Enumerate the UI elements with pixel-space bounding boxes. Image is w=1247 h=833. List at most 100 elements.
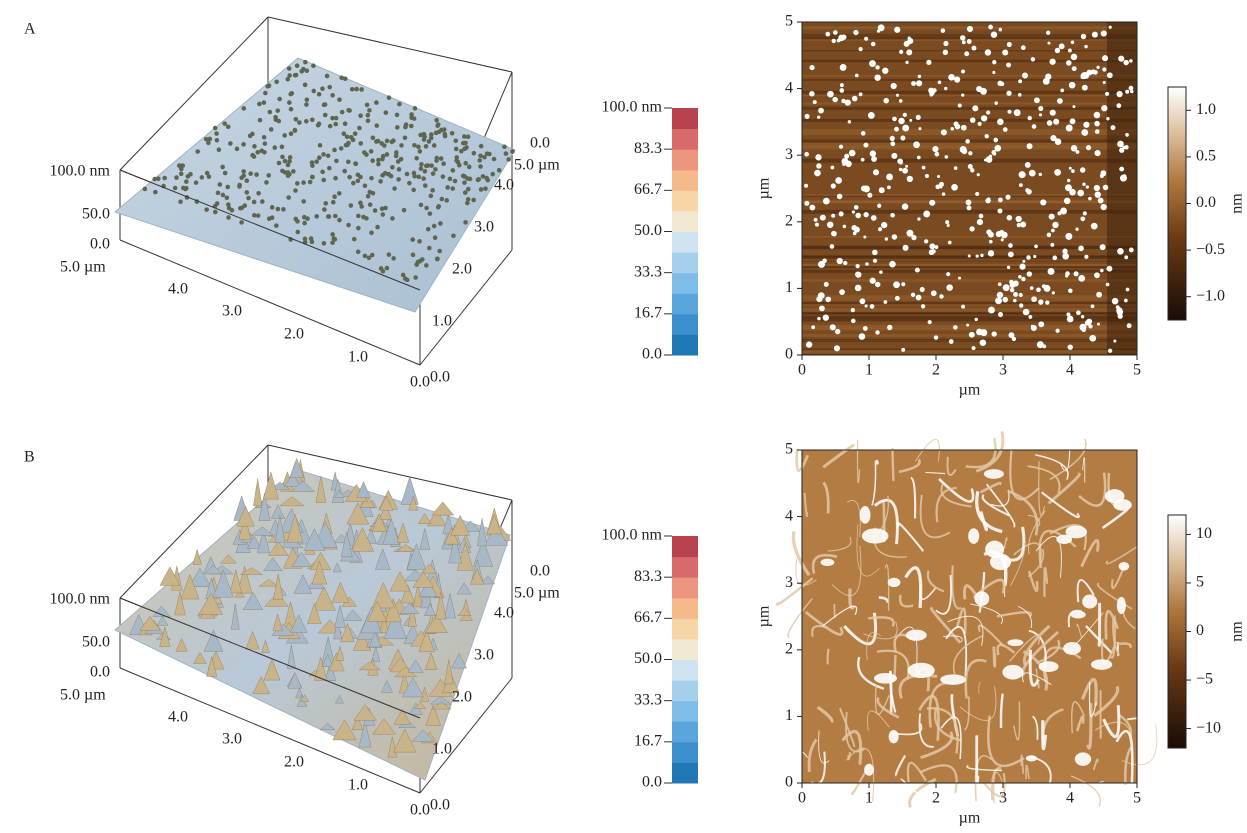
fiber (822, 481, 830, 514)
particle (322, 112, 328, 118)
particle (380, 212, 386, 217)
colorbar-tick-label: −5 (1196, 671, 1213, 688)
particle (804, 200, 810, 206)
particle (890, 212, 895, 218)
particle (809, 91, 815, 97)
fiber (876, 696, 900, 719)
particle (984, 134, 989, 139)
particle (502, 144, 507, 150)
fiber (863, 621, 898, 640)
particle (829, 244, 835, 249)
particle (483, 186, 488, 191)
scale-label: 83.3 (634, 140, 662, 157)
fiber (975, 431, 1005, 473)
particle (441, 161, 446, 167)
blob (1113, 499, 1132, 511)
particle (1082, 182, 1086, 186)
particle (1085, 185, 1089, 189)
blob (907, 662, 935, 679)
particle (909, 118, 913, 122)
particle (292, 72, 298, 78)
colorbar-tick-label: 1.0 (1196, 101, 1216, 118)
fiber (803, 492, 808, 518)
particle (872, 249, 878, 256)
particle (386, 95, 392, 100)
y-tick-label: 3 (785, 574, 793, 591)
scale-segment (672, 556, 698, 578)
fiber (1086, 702, 1093, 750)
fiber (884, 564, 890, 611)
particle (295, 229, 301, 235)
particle (434, 256, 440, 262)
particle (947, 240, 952, 245)
peak (263, 557, 283, 572)
particle (933, 335, 939, 340)
particle (429, 132, 434, 137)
scale-label: 33.3 (634, 691, 662, 708)
particle (411, 116, 417, 121)
particle (338, 146, 344, 151)
fiber (1104, 609, 1120, 640)
particle (301, 180, 306, 185)
particle (339, 75, 344, 81)
particle (1049, 109, 1056, 116)
particle (438, 221, 443, 226)
particle (418, 202, 424, 208)
particle (1124, 255, 1129, 260)
peak (340, 531, 353, 558)
particle (839, 289, 845, 295)
fiber (848, 588, 856, 610)
particle (1070, 145, 1078, 152)
fiber (938, 477, 975, 503)
particle (391, 138, 396, 143)
particle (478, 153, 483, 159)
particle (833, 345, 840, 352)
particle (938, 181, 945, 187)
blob (1007, 639, 1024, 647)
particle (850, 307, 855, 313)
fiber (833, 603, 836, 618)
particle (841, 98, 846, 104)
peak (343, 609, 363, 621)
particle (247, 133, 253, 139)
particle (1100, 203, 1107, 211)
particle (356, 213, 361, 219)
particle (467, 176, 473, 182)
particle (852, 231, 857, 236)
particle (437, 248, 442, 254)
particle (432, 235, 438, 240)
particle (383, 110, 389, 115)
particle (814, 169, 821, 177)
peak (444, 593, 456, 619)
peak (444, 527, 459, 545)
particle (1022, 308, 1030, 316)
streak (802, 308, 1137, 312)
fiber (873, 498, 899, 545)
particle (825, 31, 831, 37)
particle (342, 121, 348, 127)
fiber (831, 545, 862, 597)
particle (427, 245, 432, 251)
peak (250, 526, 274, 536)
streak (802, 324, 1137, 327)
particle (324, 73, 330, 79)
particle (1018, 274, 1022, 279)
afm-map: 0 1 2 3 4 5 0 1 2 3 4 5 µm µm 1.0 0.5 0.0 −0.5 −1.0 nm (756, 13, 1246, 399)
peak (459, 611, 473, 621)
particle (1021, 276, 1026, 282)
particle (422, 134, 427, 139)
particle (967, 254, 971, 258)
particle (330, 240, 335, 245)
peak (267, 541, 289, 556)
particle (1050, 242, 1055, 247)
particle (946, 284, 953, 291)
colorbar-tick-label: 5 (1196, 574, 1204, 591)
particle (1088, 324, 1093, 329)
particle (310, 174, 315, 180)
streak (802, 129, 1137, 133)
particle (924, 173, 929, 178)
peak (257, 529, 271, 554)
particle (327, 165, 332, 171)
particle (997, 282, 1002, 287)
particle (1066, 60, 1072, 66)
